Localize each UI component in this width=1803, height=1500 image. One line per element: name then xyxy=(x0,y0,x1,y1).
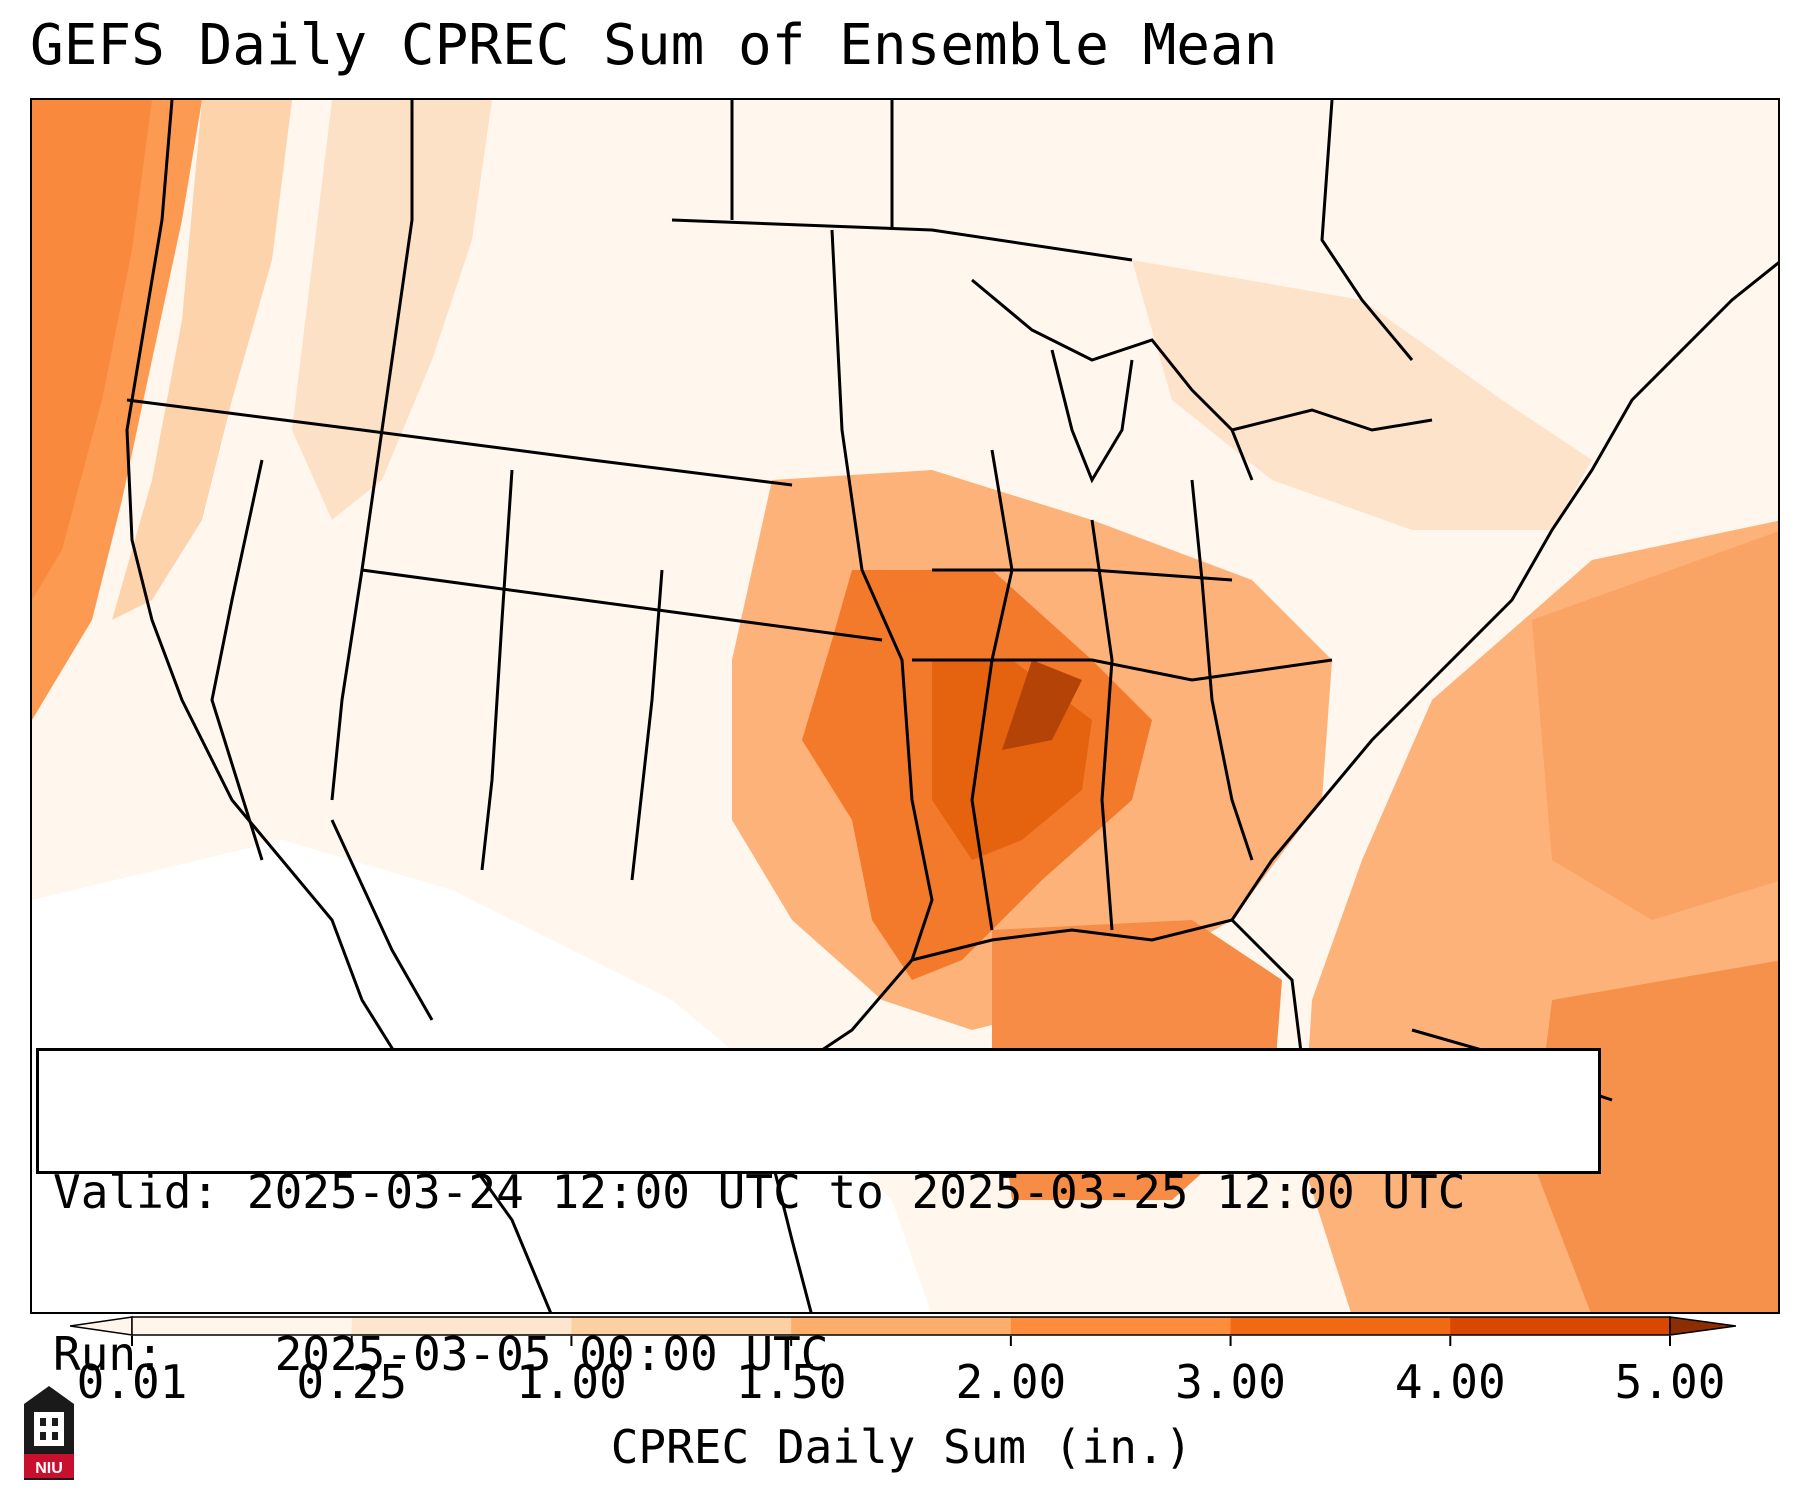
colorbar xyxy=(70,1316,1736,1336)
plains-boundary xyxy=(830,229,934,961)
canada-border xyxy=(671,218,1133,262)
colorbar-tick-label: 5.00 xyxy=(1614,1355,1726,1409)
niu-logo: NIU xyxy=(24,1386,74,1480)
alabama-boundary xyxy=(1090,519,1114,931)
lake-erie-ontario xyxy=(1231,408,1433,432)
quebec-boundary xyxy=(1320,100,1414,361)
svg-text:NIU: NIU xyxy=(35,1460,63,1477)
colorbar-tick-label: 4.00 xyxy=(1394,1355,1506,1409)
valid-run-infobox: Valid: 2025-03-24 12:00 UTC to 2025-03-2… xyxy=(36,1048,1601,1381)
baja-coastline xyxy=(330,819,434,1021)
colorbar-segment xyxy=(132,1317,353,1335)
colorbar-segment xyxy=(1450,1317,1671,1335)
colorbar-tick-label: 1.00 xyxy=(516,1355,627,1409)
northern-boundary-line xyxy=(126,398,793,487)
map-title: GEFS Daily CPREC Sum of Ensemble Mean xyxy=(30,13,1278,78)
run-label: Run: xyxy=(53,1327,164,1381)
run-text: 2025-03-05 00:00 UTC xyxy=(274,1327,829,1381)
georgia-boundary xyxy=(1190,479,1254,861)
colorbar-segment xyxy=(571,1317,792,1335)
lake-michigan xyxy=(1050,349,1134,484)
colorado-kansas-line xyxy=(361,568,883,642)
colorbar-segment xyxy=(791,1317,1012,1335)
run-row: Run: 2025-03-05 00:00 UTC xyxy=(53,1327,1598,1381)
colorbar-tick-label: 0.01 xyxy=(76,1355,188,1409)
atlantic-coastline xyxy=(1230,261,1778,921)
valid-text: 2025-03-24 12:00 UTC to 2025-03-25 12:00… xyxy=(246,1165,1466,1219)
colorado-boundary xyxy=(480,469,514,871)
max-precip-center xyxy=(1002,660,1082,750)
pacific-nw-core xyxy=(32,100,152,600)
rockies-light-precip xyxy=(292,100,492,520)
colorbar-extend-high xyxy=(1669,1316,1736,1336)
colorbar-outline xyxy=(131,1316,1671,1336)
colorbar-tick-label: 0.25 xyxy=(296,1355,408,1409)
colorbar-segment xyxy=(351,1317,572,1335)
colorbar-tick-label: 3.00 xyxy=(1175,1355,1286,1409)
rockies-boundary xyxy=(330,100,414,801)
colorbar-ticks xyxy=(131,1336,1671,1346)
nevada-boundary xyxy=(210,459,264,861)
colorbar-segment xyxy=(1230,1317,1451,1335)
great-lakes-light-precip xyxy=(1132,260,1592,530)
gulf-coastline xyxy=(911,918,1304,1101)
colorbar-extend-low xyxy=(70,1316,133,1336)
colorbar-label: CPREC Daily Sum (in.) xyxy=(610,1420,1193,1474)
kansas-boundary xyxy=(630,569,664,881)
valid-label: Valid: xyxy=(53,1165,220,1219)
mississippi-river xyxy=(970,449,1014,931)
missouri-kentucky-line xyxy=(932,568,1233,582)
colorbar-tick-label: 1.50 xyxy=(735,1355,847,1409)
colorbar-tick-label: 2.00 xyxy=(955,1355,1067,1409)
tennessee-line xyxy=(912,658,1333,682)
west-coast-light-band xyxy=(112,100,292,620)
valid-row: Valid: 2025-03-24 12:00 UTC to 2025-03-2… xyxy=(53,1165,1598,1219)
atlantic-offshore-band xyxy=(1532,531,1778,920)
colorbar-segment xyxy=(1010,1317,1232,1335)
